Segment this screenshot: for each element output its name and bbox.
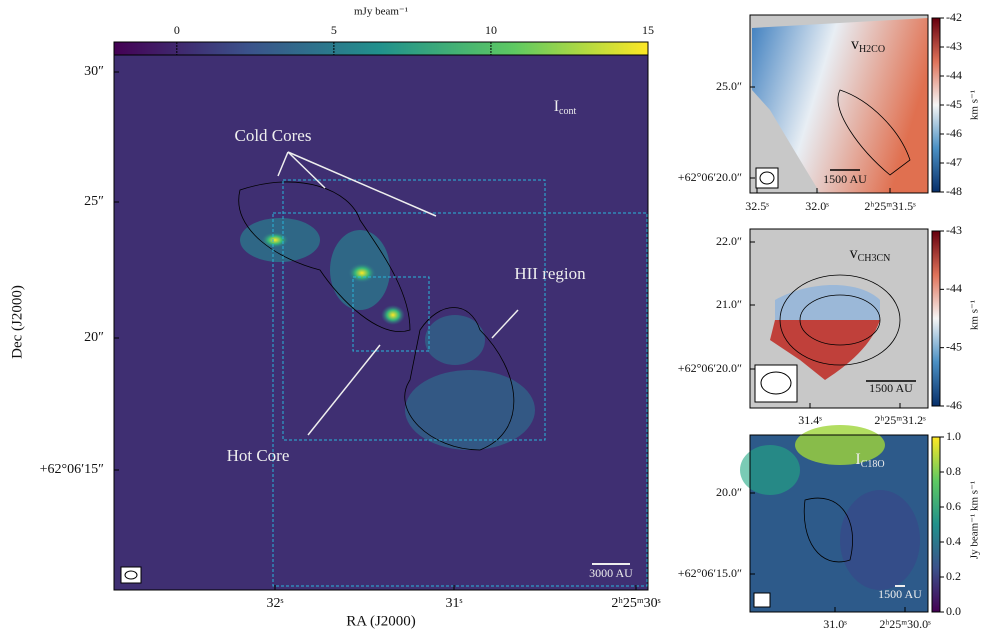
y-tick-label: +62°06′15.0″ [678,566,742,580]
x-tick-label: 2ʰ25ᵐ30ˢ [611,596,660,611]
x-tick-label: 31.4ˢ [798,413,822,427]
colorbar-label: Jy beam⁻¹ km s⁻¹ [969,481,981,559]
colorbar-tick-label: -45 [946,97,962,111]
colorbar-tick-label: 1.0 [946,429,961,443]
y-tick-label: 25″ [84,194,104,209]
colorbar-label: km s⁻¹ [969,90,981,120]
scalebar-label: 3000 AU [589,566,633,580]
panel-label-sub: CH3CN [858,253,891,264]
colorbar-tick-label: 0.4 [946,534,961,548]
colorbar-tick-label: 10 [485,23,497,37]
colorbar-tick-label: 0.2 [946,569,961,583]
colorbar-label: mJy beam⁻¹ [354,6,408,18]
panel-label-main: v [850,245,858,262]
scalebar-label: 1500 AU [823,172,867,186]
colorbar-tick-label: -43 [946,39,962,53]
y-tick-label: +62°06′20.0″ [678,361,742,375]
y-tick-label: 22.0″ [716,234,742,248]
x-tick-label: 31.0ˢ [823,617,847,631]
x-axis-label: RA (J2000) [346,613,416,629]
panel-label-sub: cont [559,106,576,117]
y-tick-label: +62°06′15″ [40,462,105,477]
colorbar-tick-label: 0.6 [946,499,961,513]
colorbar-label: km s⁻¹ [969,300,981,330]
colorbar [933,19,940,192]
y-tick-label: 30″ [84,64,104,79]
colorbar-tick-label: 15 [642,23,654,37]
y-tick-label: 20″ [84,330,104,345]
panel-label-sub: C18O [861,459,885,470]
y-tick-label: 21.0″ [716,297,742,311]
y-tick-label: 25.0″ [716,79,742,93]
x-tick-label: 32.0ˢ [805,199,829,213]
x-tick-label: 31ˢ [446,596,463,611]
c18o-image [740,425,928,612]
y-axis-label: Dec (J2000) [9,285,25,359]
panel-label-sub: H2CO [859,44,885,55]
annotation: Hot Core [227,446,290,465]
x-tick-label: 2ʰ25ᵐ30.0ˢ [879,617,931,631]
y-tick-label: 20.0″ [716,485,742,499]
colorbar-tick-label: -46 [946,398,962,412]
colorbar-tick-label: -44 [946,281,962,295]
colorbar-tick-label: -48 [946,184,962,198]
colorbar-tick-label: -45 [946,339,962,353]
annotation: Cold Cores [235,126,312,145]
colorbar-tick-label: 0 [174,23,180,37]
colorbar-tick-label: -47 [946,155,962,169]
main-image [114,55,648,590]
panel-label-main: v [851,36,859,53]
x-tick-label: 2ʰ25ᵐ31.5ˢ [864,199,916,213]
annotation: HII region [514,264,586,283]
colorbar-tick-label: -42 [946,10,962,24]
colorbar [115,43,648,55]
colorbar-tick-label: 5 [331,23,337,37]
figure: 32ˢ31ˢ2ʰ25ᵐ30ˢ30″25″20″+62°06′15″Icont30… [0,0,988,634]
scalebar-label: 1500 AU [878,587,922,601]
scalebar-label: 1500 AU [869,381,913,395]
colorbar-tick-label: -44 [946,68,962,82]
colorbar-tick-label: -46 [946,126,962,140]
colorbar-tick-label: -43 [946,223,962,237]
x-tick-label: 32.5ˢ [745,199,769,213]
y-tick-label: +62°06′20.0″ [678,170,742,184]
colorbar [933,438,940,612]
colorbar-tick-label: 0.0 [946,604,961,618]
x-tick-label: 32ˢ [267,596,284,611]
x-tick-label: 2ʰ25ᵐ31.2ˢ [874,413,926,427]
h2co-image [750,15,928,193]
colorbar-tick-label: 0.8 [946,464,961,478]
colorbar [933,232,940,406]
